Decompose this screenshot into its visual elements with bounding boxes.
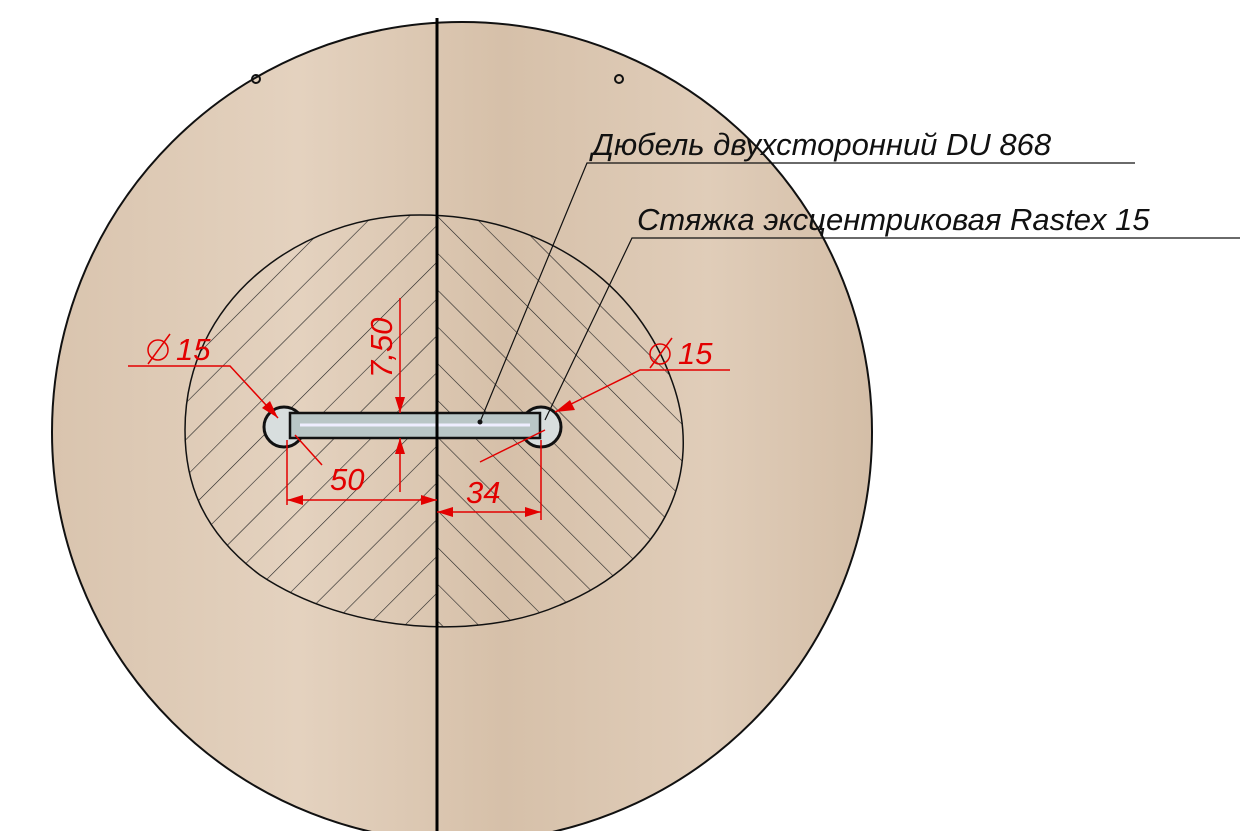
dimension-text: 7,50 (364, 318, 399, 378)
dimension-text: 15 (176, 332, 211, 367)
label: Дюбель двухсторонний DU 868 (589, 127, 1052, 162)
dimension-text: 34 (466, 475, 500, 510)
dimension-text: 15 (678, 336, 713, 371)
drawing: Дюбель двухсторонний DU 868 Стяжка эксце… (0, 0, 1242, 831)
dimension-text: 50 (330, 462, 364, 497)
label: Стяжка эксцентриковая Rastex 15 (637, 202, 1150, 237)
